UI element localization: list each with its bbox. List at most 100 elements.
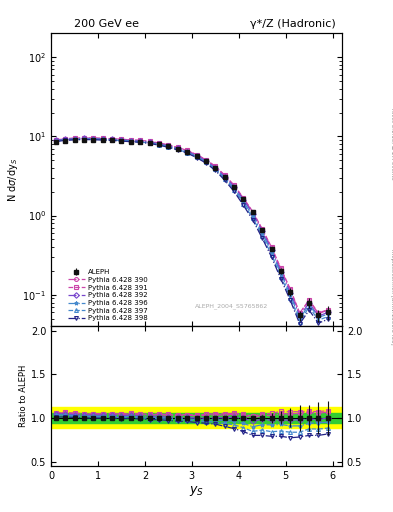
- Pythia 6.428 392: [91, 136, 95, 142]
- Pythia 6.428 398: [231, 188, 236, 195]
- Pythia 6.428 392: [260, 228, 264, 234]
- Pythia 6.428 390: [129, 137, 133, 143]
- Pythia 6.428 392: [175, 145, 180, 152]
- Pythia 6.428 397: [194, 154, 199, 160]
- Pythia 6.428 396: [325, 311, 330, 317]
- Text: ALEPH_2004_S5765862: ALEPH_2004_S5765862: [195, 303, 268, 309]
- Pythia 6.428 397: [166, 144, 171, 150]
- Pythia 6.428 396: [213, 165, 218, 172]
- Pythia 6.428 391: [194, 152, 199, 158]
- Pythia 6.428 392: [147, 139, 152, 145]
- Line: Pythia 6.428 396: Pythia 6.428 396: [54, 137, 330, 321]
- Pythia 6.428 392: [269, 247, 274, 253]
- Bar: [51, 408, 342, 429]
- Pythia 6.428 396: [269, 249, 274, 255]
- Pythia 6.428 396: [166, 143, 171, 150]
- Pythia 6.428 397: [279, 273, 283, 280]
- Pythia 6.428 398: [279, 276, 283, 282]
- Pythia 6.428 396: [119, 137, 124, 143]
- Pythia 6.428 396: [288, 292, 293, 298]
- Pythia 6.428 398: [213, 167, 218, 174]
- Pythia 6.428 397: [307, 304, 311, 310]
- Pythia 6.428 397: [288, 294, 293, 301]
- Pythia 6.428 390: [325, 307, 330, 313]
- Pythia 6.428 396: [260, 230, 264, 236]
- Pythia 6.428 390: [269, 245, 274, 251]
- Pythia 6.428 391: [138, 137, 143, 143]
- Pythia 6.428 398: [241, 202, 246, 208]
- Pythia 6.428 396: [147, 140, 152, 146]
- Pythia 6.428 391: [307, 297, 311, 303]
- Pythia 6.428 391: [325, 307, 330, 313]
- Pythia 6.428 397: [204, 159, 208, 165]
- Pythia 6.428 390: [166, 142, 171, 148]
- Y-axis label: Ratio to ALEPH: Ratio to ALEPH: [19, 365, 28, 428]
- Pythia 6.428 390: [157, 140, 162, 146]
- Pythia 6.428 392: [100, 136, 105, 142]
- Text: mcplots.cern.ch [arXiv:1306.3436]: mcplots.cern.ch [arXiv:1306.3436]: [390, 249, 393, 345]
- Pythia 6.428 398: [269, 254, 274, 260]
- Pythia 6.428 398: [288, 297, 293, 304]
- Pythia 6.428 391: [63, 136, 68, 142]
- Pythia 6.428 398: [63, 137, 68, 143]
- Pythia 6.428 391: [288, 286, 293, 292]
- Pythia 6.428 390: [72, 135, 77, 141]
- Legend: ALEPH, Pythia 6.428 390, Pythia 6.428 391, Pythia 6.428 392, Pythia 6.428 396, P: ALEPH, Pythia 6.428 390, Pythia 6.428 39…: [66, 268, 149, 323]
- Pythia 6.428 390: [53, 137, 58, 143]
- Pythia 6.428 398: [325, 316, 330, 323]
- Pythia 6.428 391: [298, 310, 302, 316]
- Pythia 6.428 397: [63, 137, 68, 143]
- Bar: [51, 413, 342, 423]
- Line: Pythia 6.428 391: Pythia 6.428 391: [54, 136, 330, 315]
- Text: Rivet 3.1.10, ≥ 2M events: Rivet 3.1.10, ≥ 2M events: [390, 108, 393, 179]
- Pythia 6.428 390: [307, 297, 311, 304]
- Pythia 6.428 396: [91, 136, 95, 142]
- Pythia 6.428 397: [260, 232, 264, 239]
- Pythia 6.428 398: [185, 150, 189, 156]
- Pythia 6.428 396: [53, 138, 58, 144]
- Pythia 6.428 391: [231, 182, 236, 188]
- Pythia 6.428 398: [250, 217, 255, 223]
- Pythia 6.428 396: [231, 185, 236, 191]
- Pythia 6.428 398: [157, 142, 162, 148]
- Pythia 6.428 397: [231, 187, 236, 193]
- Pythia 6.428 392: [129, 137, 133, 143]
- Pythia 6.428 396: [250, 213, 255, 219]
- Pythia 6.428 392: [298, 313, 302, 319]
- Pythia 6.428 397: [119, 138, 124, 144]
- Pythia 6.428 392: [53, 137, 58, 143]
- Pythia 6.428 390: [119, 136, 124, 142]
- Pythia 6.428 390: [231, 182, 236, 188]
- Pythia 6.428 396: [241, 199, 246, 205]
- Pythia 6.428 392: [325, 309, 330, 315]
- Line: Pythia 6.428 398: Pythia 6.428 398: [54, 138, 330, 326]
- Pythia 6.428 392: [213, 165, 218, 171]
- Pythia 6.428 396: [63, 137, 68, 143]
- Pythia 6.428 397: [147, 140, 152, 146]
- Pythia 6.428 390: [175, 144, 180, 151]
- Pythia 6.428 396: [157, 141, 162, 147]
- Pythia 6.428 396: [316, 314, 321, 321]
- Pythia 6.428 398: [53, 138, 58, 144]
- Pythia 6.428 396: [194, 153, 199, 159]
- Pythia 6.428 391: [260, 226, 264, 232]
- Pythia 6.428 392: [63, 136, 68, 142]
- Pythia 6.428 392: [185, 148, 189, 155]
- Pythia 6.428 391: [82, 135, 86, 141]
- Pythia 6.428 390: [194, 152, 199, 158]
- Pythia 6.428 392: [119, 137, 124, 143]
- Pythia 6.428 392: [279, 269, 283, 275]
- Pythia 6.428 390: [91, 135, 95, 141]
- Pythia 6.428 397: [175, 146, 180, 153]
- Pythia 6.428 397: [91, 136, 95, 142]
- Pythia 6.428 390: [241, 195, 246, 201]
- Pythia 6.428 397: [138, 139, 143, 145]
- Line: Pythia 6.428 390: Pythia 6.428 390: [54, 136, 330, 315]
- Pythia 6.428 392: [82, 135, 86, 141]
- Pythia 6.428 390: [138, 138, 143, 144]
- Pythia 6.428 390: [222, 173, 227, 179]
- Pythia 6.428 391: [100, 135, 105, 141]
- Pythia 6.428 392: [157, 141, 162, 147]
- Pythia 6.428 398: [204, 160, 208, 166]
- Pythia 6.428 391: [157, 140, 162, 146]
